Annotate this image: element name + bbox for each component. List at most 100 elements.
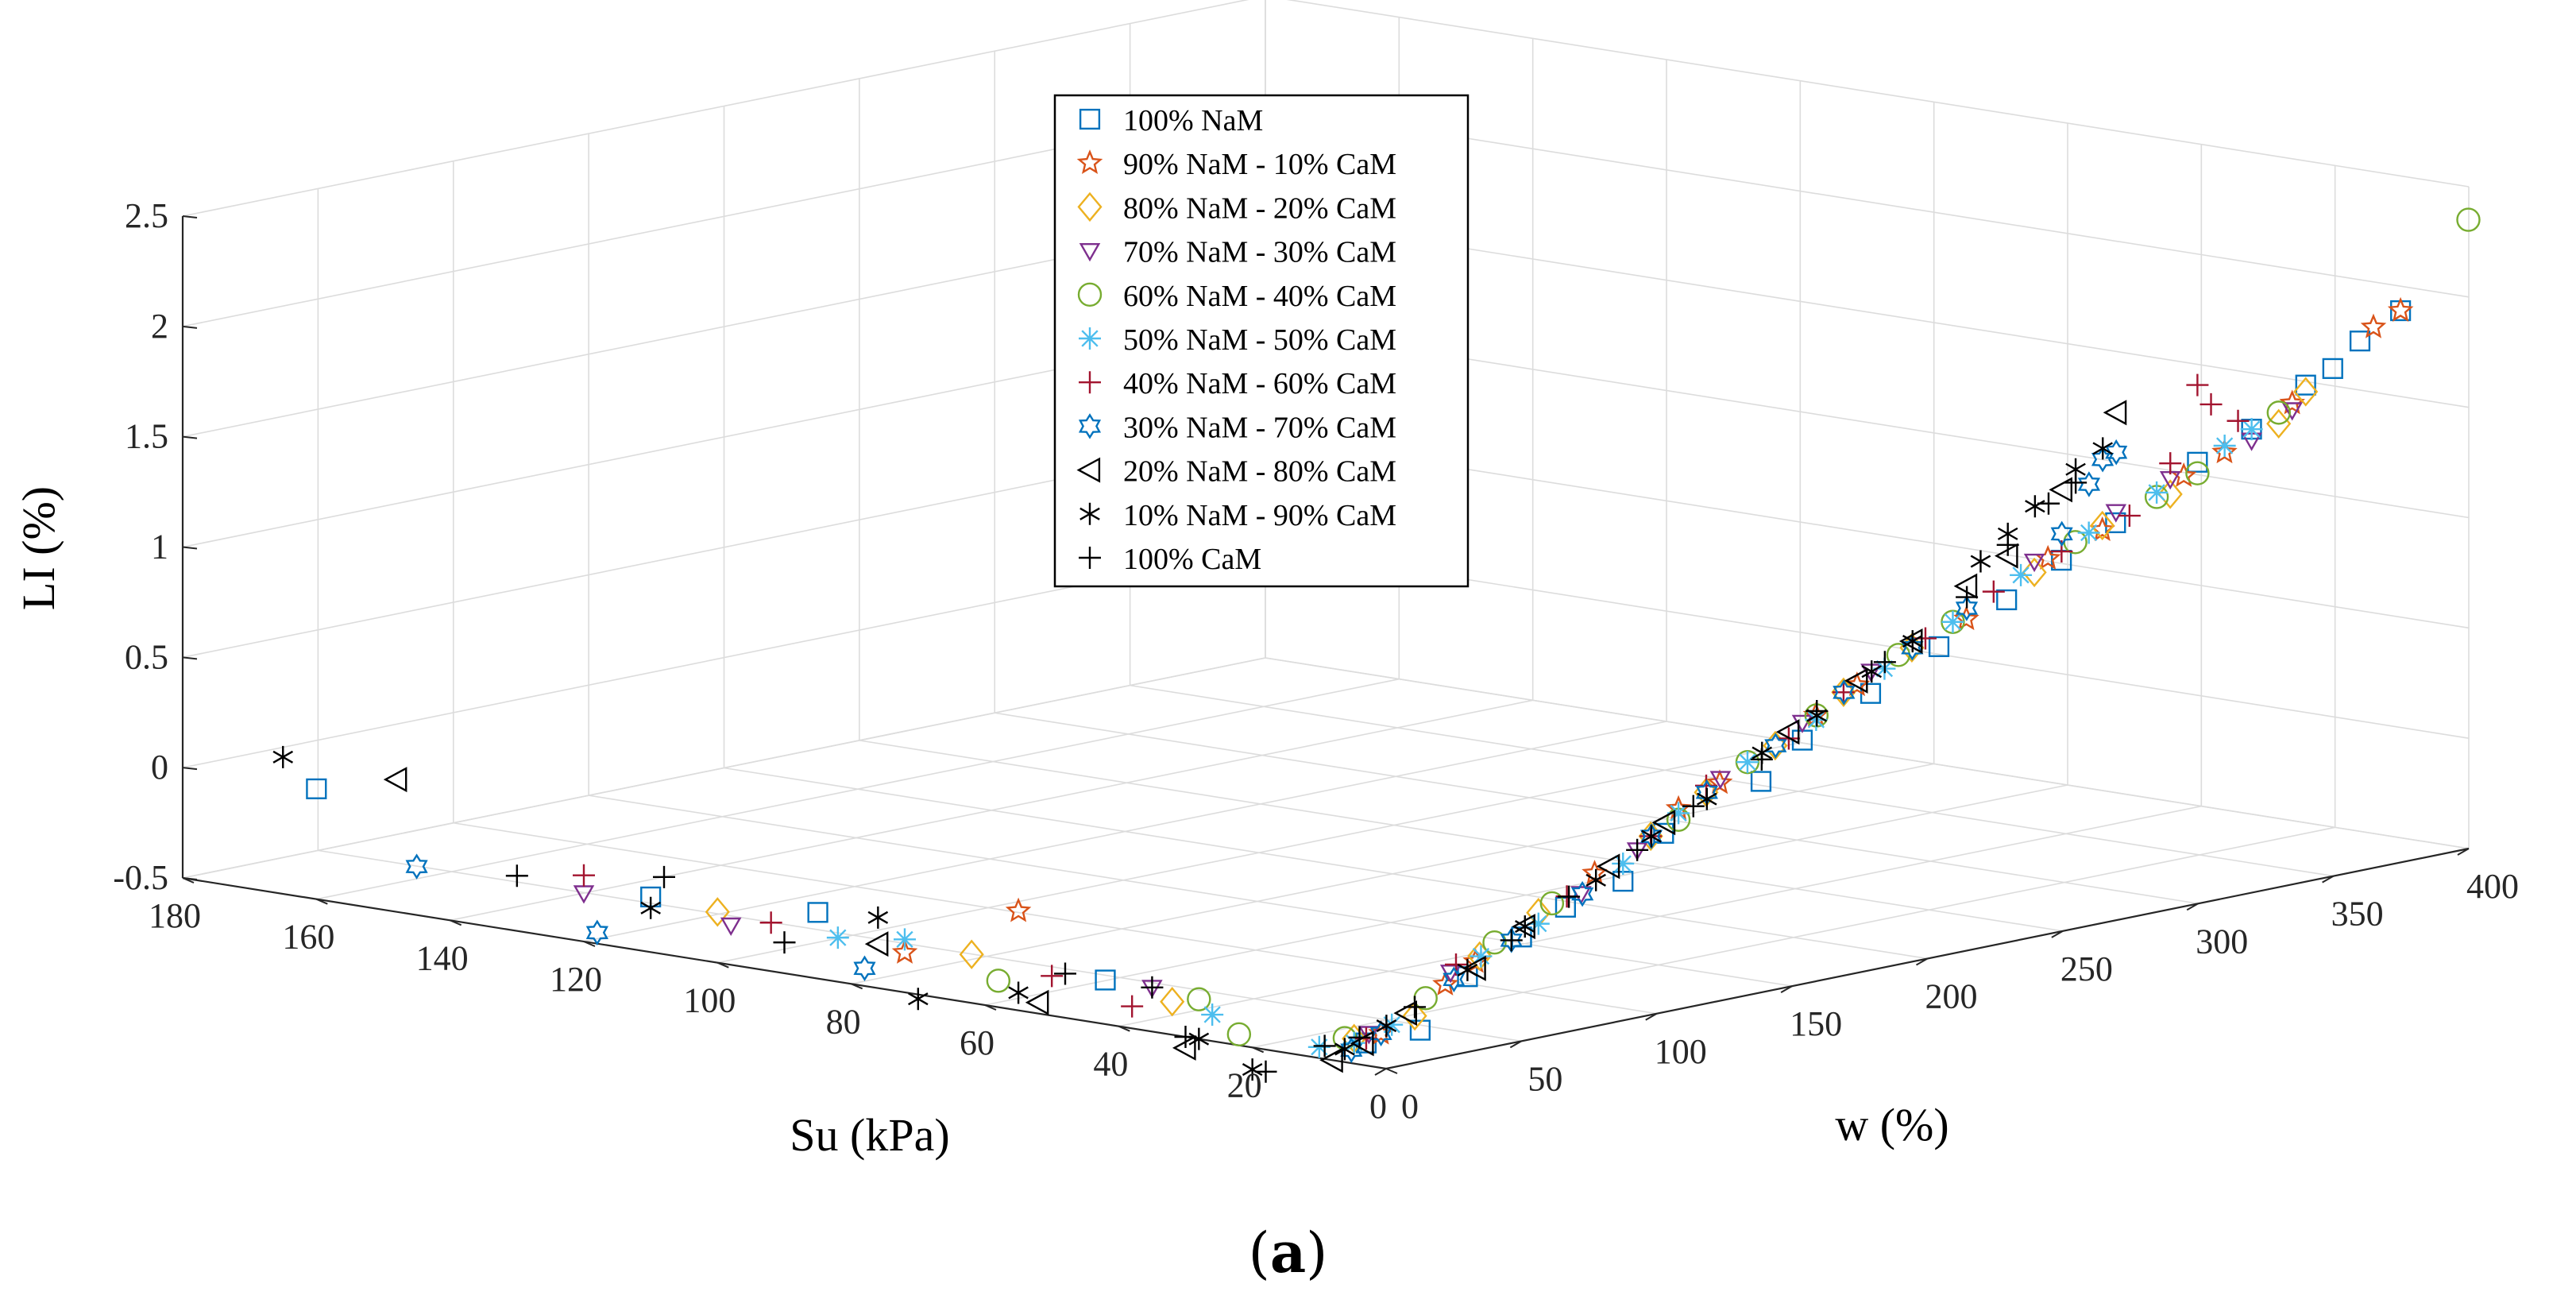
- data-point: [405, 853, 428, 880]
- z-tick-label: 1.5: [125, 417, 168, 456]
- data-point: [1709, 771, 1732, 790]
- series-6: [826, 418, 2263, 1058]
- z-tick-label: 2: [151, 307, 168, 346]
- data-point: [759, 911, 782, 934]
- data-point: [959, 939, 984, 969]
- data-point: [986, 969, 1011, 993]
- data-point: [306, 778, 327, 799]
- data-point: [1844, 667, 1868, 694]
- data-point: [1457, 958, 1478, 981]
- data-point: [2025, 495, 2045, 518]
- data-point: [867, 906, 889, 929]
- data-point: [1861, 660, 1883, 683]
- y-tick-label: 350: [2331, 895, 2384, 934]
- series-11: [505, 471, 2087, 1083]
- data-point: [1432, 970, 1458, 996]
- legend-marker: [1079, 371, 1101, 394]
- data-point: [1307, 1035, 1330, 1058]
- data-point: [2211, 439, 2238, 464]
- x-tick-mark: [450, 919, 462, 926]
- data-point: [1928, 636, 1950, 658]
- data-point: [1376, 1015, 1397, 1038]
- data-point: [1470, 945, 1493, 968]
- data-point: [2186, 373, 2209, 396]
- x-axis-line: [182, 876, 1387, 1070]
- data-point: [1201, 1003, 1224, 1027]
- data-point: [2064, 471, 2087, 494]
- data-point: [383, 767, 407, 793]
- z-tick-mark: [182, 435, 198, 439]
- data-point: [1682, 795, 1705, 818]
- legend-entry: 50% NaM - 50% CaM: [1123, 323, 1396, 357]
- data-point: [1005, 897, 1032, 922]
- legend-items: 100% NaM 90% NaM - 10% CaM 80% NaM - 20% C…: [1076, 104, 1396, 576]
- y-tick-mark: [1645, 1012, 1658, 1021]
- data-point: [2213, 435, 2236, 458]
- x-tick-label: 180: [149, 896, 201, 935]
- data-point: [1348, 1026, 1371, 1049]
- data-point: [864, 931, 889, 957]
- x-tick-mark: [1252, 1046, 1265, 1054]
- data-point: [1941, 610, 1964, 633]
- legend-marker: [1079, 327, 1101, 350]
- y-tick-mark: [1780, 985, 1793, 993]
- gridline: [1130, 684, 2334, 877]
- gridline: [588, 795, 1793, 987]
- data-point: [1750, 748, 1773, 771]
- data-point: [1188, 1027, 1210, 1050]
- legend-marker: [1077, 191, 1103, 222]
- data-point: [2077, 521, 2100, 544]
- data-point: [1340, 1037, 1363, 1063]
- data-point: [1667, 802, 1690, 825]
- data-point: [1313, 1034, 1336, 1058]
- data-point: [2118, 505, 2141, 528]
- y-tick-mark: [2457, 848, 2470, 856]
- data-point: [1641, 825, 1662, 848]
- gridline: [994, 712, 2199, 905]
- caption-close: ): [1306, 1220, 1328, 1286]
- y-tick-mark: [1509, 1040, 1522, 1049]
- data-point: [1651, 810, 1676, 836]
- data-point: [653, 865, 675, 888]
- gridline: [1286, 0, 2470, 188]
- z-tick-label: 0.5: [125, 637, 168, 676]
- data-point: [908, 988, 929, 1011]
- data-point: [1697, 787, 1717, 810]
- legend-entry: 60% NaM - 40% CaM: [1123, 280, 1396, 313]
- data-point: [1174, 1026, 1197, 1048]
- data-point: [1626, 838, 1649, 861]
- data-point: [2322, 358, 2343, 379]
- y-tick-label: 100: [1655, 1032, 1707, 1071]
- data-point: [640, 896, 661, 919]
- data-point: [1554, 896, 1576, 918]
- legend-marker: [1077, 282, 1103, 307]
- y-tick-mark: [1916, 957, 1928, 966]
- data-point: [891, 938, 918, 964]
- data-point: [1242, 1058, 1263, 1081]
- data-point: [2159, 452, 2182, 475]
- z-axis-label: LI (%): [13, 486, 64, 610]
- z-tick-mark: [182, 877, 198, 880]
- data-point: [1041, 965, 1064, 988]
- y-tick-label: 50: [1527, 1059, 1562, 1098]
- data-point: [1500, 929, 1523, 952]
- data-point: [2077, 471, 2101, 497]
- legend-entry: 100% CaM: [1123, 543, 1261, 576]
- legend-marker: [1079, 547, 1101, 569]
- data-point: [1160, 987, 1185, 1017]
- gridline: [318, 849, 1522, 1042]
- y-tick-label: 200: [1925, 977, 1978, 1016]
- y-tick-label: 400: [2466, 867, 2519, 906]
- x-tick-label: 40: [1093, 1045, 1128, 1084]
- x-tick-mark: [315, 898, 328, 905]
- data-point: [2295, 374, 2316, 396]
- x-tick-label: 160: [282, 918, 334, 957]
- data-point: [1381, 1013, 1404, 1036]
- data-point: [1996, 589, 2018, 611]
- data-point: [2187, 451, 2208, 473]
- data-point: [1121, 995, 1144, 1018]
- data-point: [1442, 966, 1466, 992]
- data-point: [1254, 1060, 1277, 1083]
- data-point: [1025, 989, 1049, 1015]
- data-point: [2037, 492, 2060, 515]
